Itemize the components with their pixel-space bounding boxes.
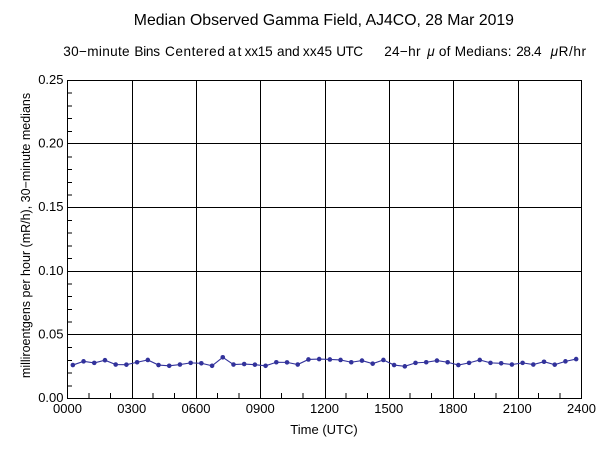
svg-text:μR/hr: μR/hr — [550, 44, 587, 59]
svg-text:0.00: 0.00 — [38, 390, 63, 405]
svg-text:0600: 0600 — [182, 401, 211, 416]
svg-text:24−hr: 24−hr — [384, 44, 421, 59]
svg-text:at: at — [228, 44, 241, 59]
svg-text:2400: 2400 — [567, 401, 596, 416]
svg-text:milliroentgens per hour (mR/h): milliroentgens per hour (mR/h), 30−minut… — [19, 93, 33, 378]
svg-text:1800: 1800 — [439, 401, 468, 416]
svg-text:Centered: Centered — [165, 44, 225, 59]
svg-text:0.10: 0.10 — [38, 263, 63, 278]
svg-text:0900: 0900 — [246, 401, 275, 416]
svg-text:and: and — [277, 44, 300, 59]
svg-text:28.4: 28.4 — [516, 44, 542, 59]
svg-text:0300: 0300 — [117, 401, 146, 416]
svg-text:UTC: UTC — [336, 44, 363, 59]
svg-text:0.20: 0.20 — [38, 136, 63, 151]
svg-text:Time (UTC): Time (UTC) — [290, 422, 357, 437]
svg-text:2100: 2100 — [503, 401, 532, 416]
svg-text:Median Observed Gamma Field, A: Median Observed Gamma Field, AJ4CO, 28 M… — [134, 12, 514, 29]
svg-text:xx15: xx15 — [245, 44, 273, 59]
svg-text:0.05: 0.05 — [38, 326, 63, 341]
svg-text:xx45: xx45 — [303, 44, 332, 59]
svg-text:1200: 1200 — [310, 401, 339, 416]
svg-text:Bins: Bins — [134, 44, 160, 59]
svg-text:0.15: 0.15 — [38, 199, 63, 214]
svg-text:0.25: 0.25 — [38, 72, 63, 87]
svg-text:μ of Medians:: μ of Medians: — [426, 44, 511, 59]
svg-text:0000: 0000 — [53, 401, 82, 416]
svg-text:30−minute: 30−minute — [63, 44, 129, 59]
svg-text:1500: 1500 — [374, 401, 403, 416]
